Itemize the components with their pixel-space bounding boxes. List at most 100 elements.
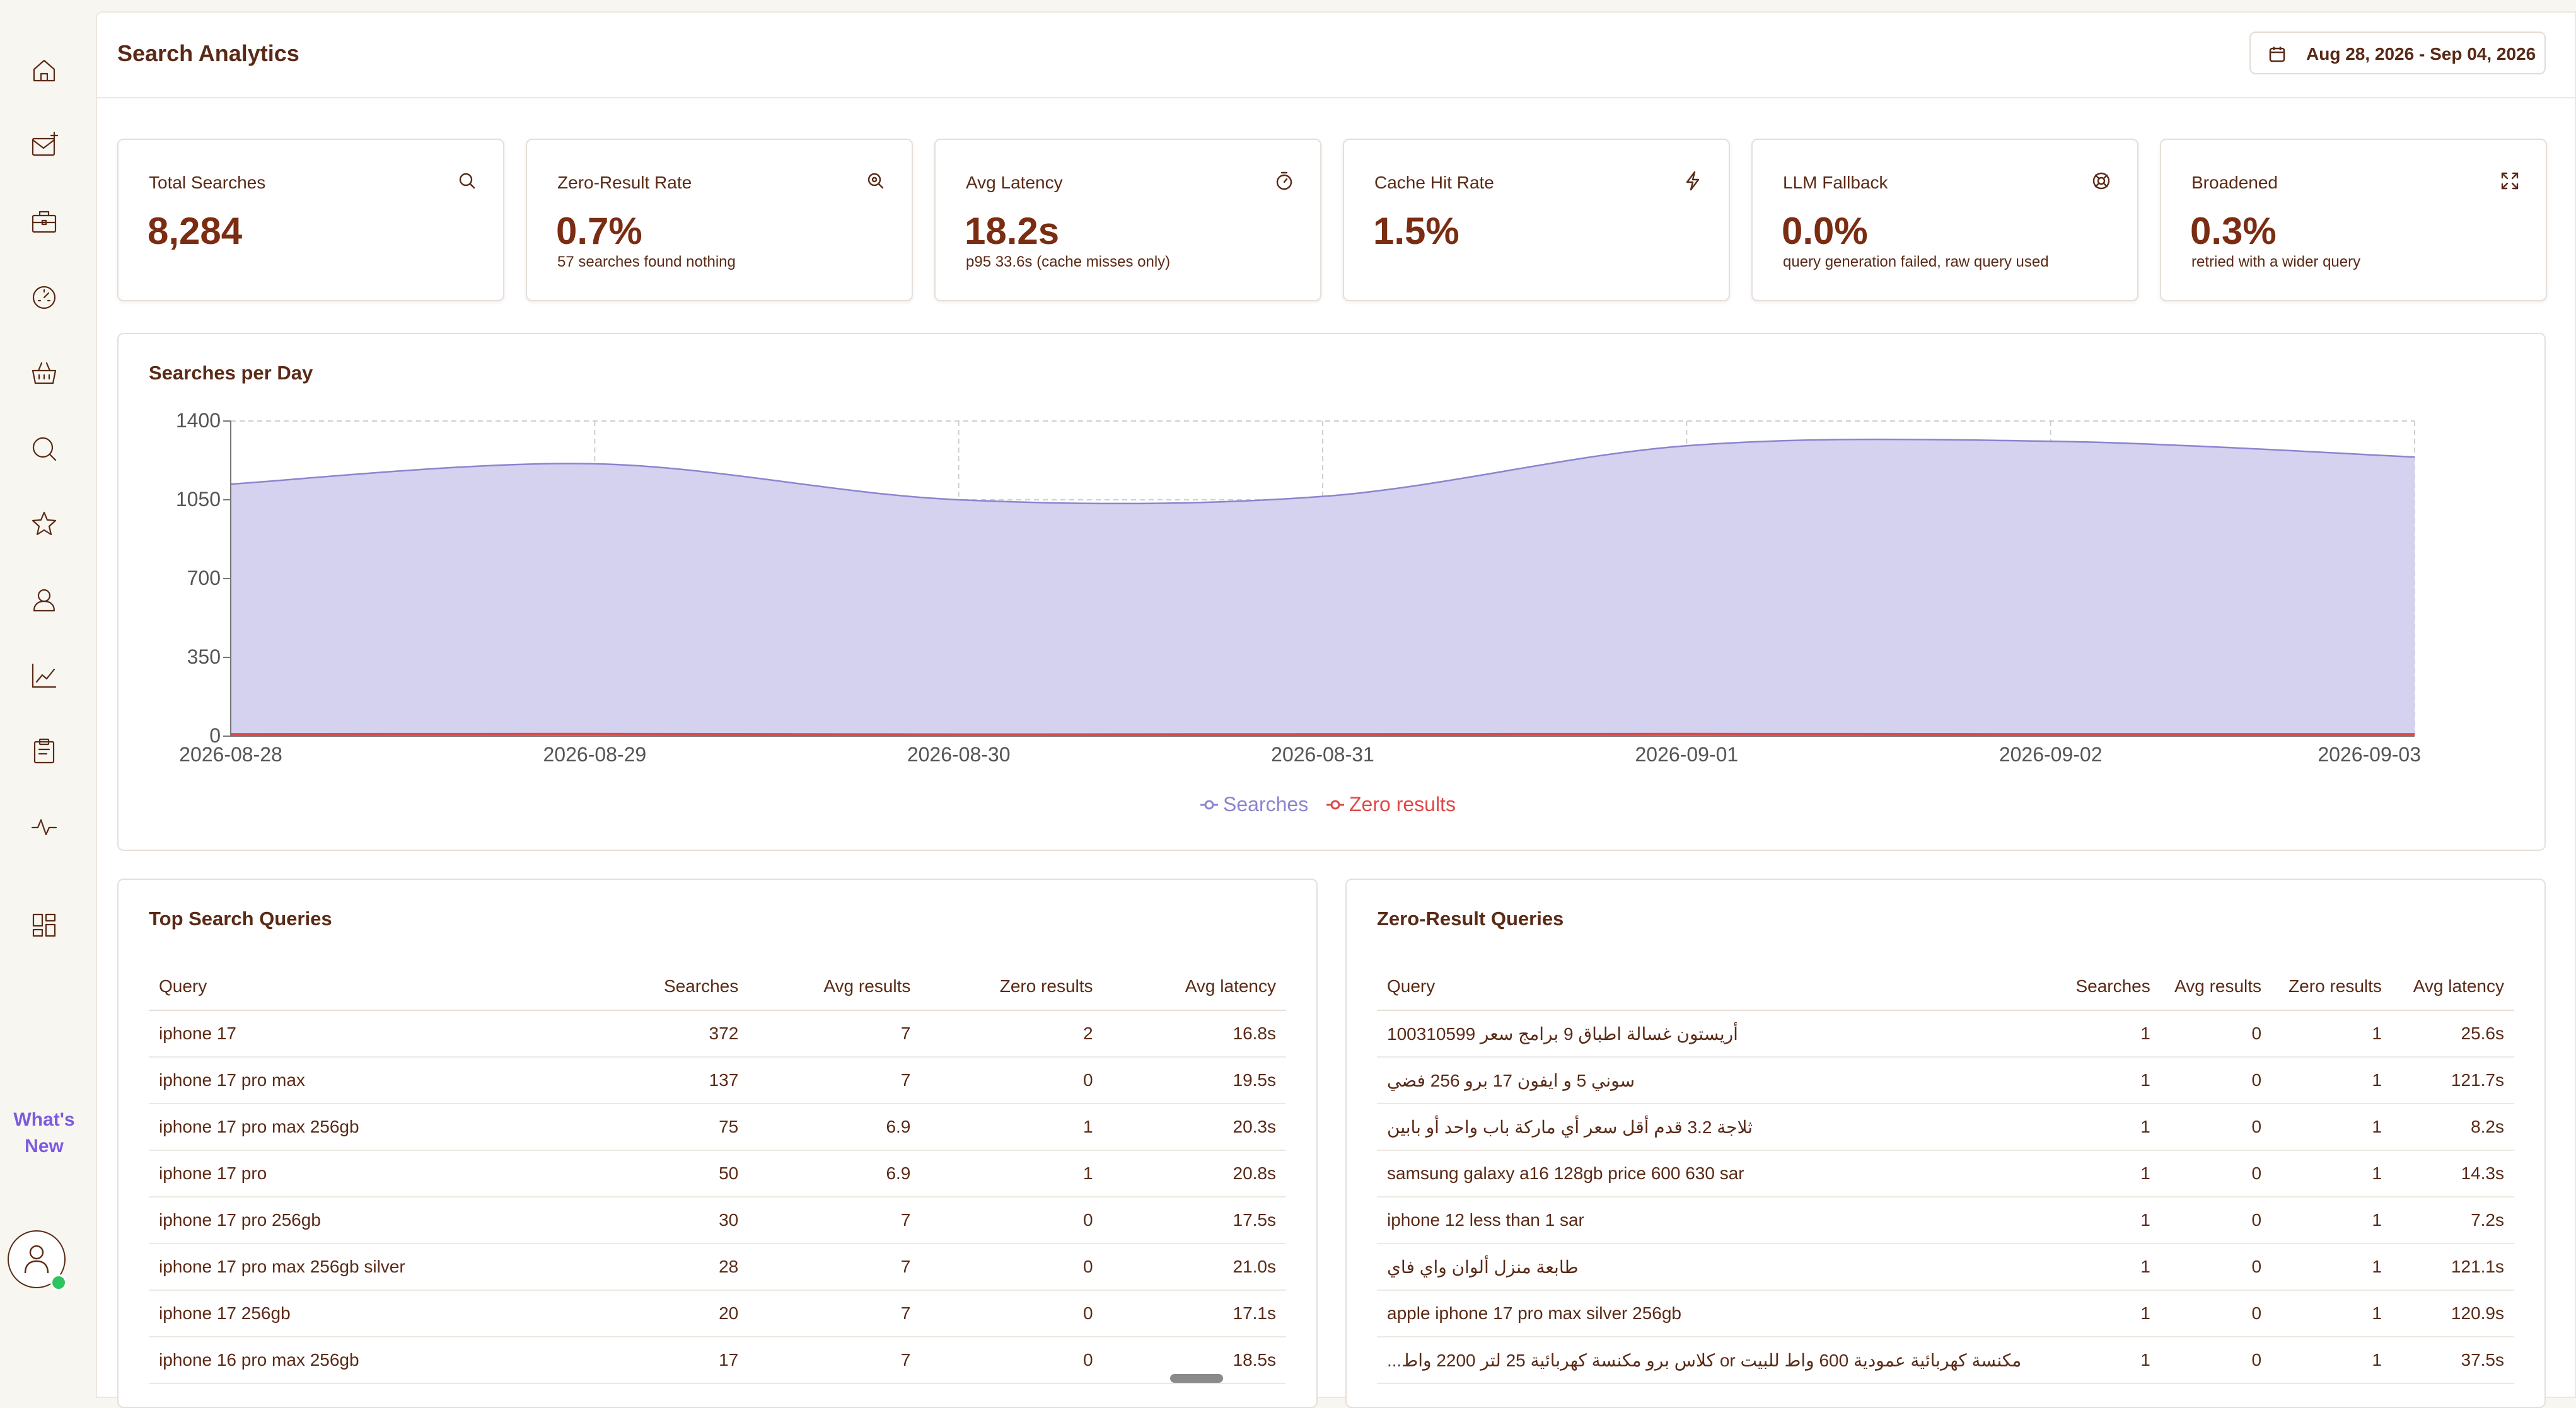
activity-icon[interactable]	[26, 809, 62, 845]
lightning-icon	[1682, 170, 1703, 192]
home-icon[interactable]	[26, 53, 62, 88]
value-cell: 8.2s	[2391, 1104, 2514, 1151]
value-cell: 20.3s	[1103, 1104, 1286, 1151]
clipboard-icon[interactable]	[26, 734, 62, 769]
table-row[interactable]: مكنسة كهربائية عمودية 600 واط للبيت or ك…	[1377, 1337, 2514, 1384]
column-header[interactable]: Avg results	[748, 963, 921, 1011]
kpi-subtext: 57 searches found nothing	[557, 253, 736, 270]
value-cell: 14.3s	[2391, 1150, 2514, 1197]
kpi-value: 0.0%	[1782, 210, 1868, 252]
whats-new-link[interactable]: What's New	[5, 1107, 83, 1160]
series-line-0	[230, 438, 2415, 505]
column-header[interactable]: Avg latency	[2391, 963, 2514, 1011]
table-row[interactable]: iphone 17 pro 50 6.9 1 20.8s	[149, 1150, 1286, 1197]
query-cell: iphone 17	[149, 1010, 572, 1058]
kpi-card-broadened: Broadened 0.3% retried with a wider quer…	[2160, 139, 2547, 301]
value-cell: 372	[572, 1010, 749, 1058]
value-cell: 1	[2271, 1057, 2392, 1104]
table-row[interactable]: iphone 17 pro 256gb 30 7 0 17.5s	[149, 1197, 1286, 1244]
query-cell: iphone 17 256gb	[149, 1290, 572, 1337]
table-row[interactable]: samsung galaxy a16 128gb price 600 630 s…	[1377, 1150, 2514, 1197]
column-header[interactable]: Avg results	[2160, 963, 2272, 1011]
series-area-0	[231, 439, 2415, 736]
table-row[interactable]: طابعة منزل ألوان واي فاي 1 0 1 121.1s	[1377, 1244, 2514, 1291]
value-cell: 6.9	[748, 1150, 921, 1197]
column-header[interactable]: Avg latency	[1103, 963, 1286, 1011]
value-cell: 0	[920, 1244, 1103, 1291]
value-cell: 1	[2031, 1244, 2161, 1291]
table-row[interactable]: iphone 12 less than 1 sar 1 0 1 7.2s	[1377, 1197, 2514, 1244]
speedometer-icon[interactable]	[26, 280, 62, 315]
kpi-label: Broadened	[2191, 173, 2278, 192]
searches-per-day-chart: 0 350 700 1050 1400 2026-08-28 2026-08-29 2026-…	[176, 409, 2421, 816]
online-status-dot	[50, 1274, 67, 1291]
kpi-card-llm-fallback: LLM Fallback 0.0% query generation faile…	[1751, 139, 2138, 301]
table-row[interactable]: iphone 17 pro max 256gb silver 28 7 0 21.0s	[149, 1244, 1286, 1291]
y-tick-label: 700	[187, 567, 221, 589]
column-header[interactable]: Query	[1377, 963, 2032, 1011]
table-row[interactable]: أريستون غسالة اطباق 9 برامج سعر 10031059…	[1377, 1010, 2514, 1058]
table-row[interactable]: iphone 17 256gb 20 7 0 17.1s	[149, 1290, 1286, 1337]
kpi-label: Avg Latency	[966, 173, 1063, 192]
mail-icon[interactable]	[26, 129, 62, 164]
star-icon[interactable]	[26, 507, 62, 542]
main-panel: Search Analytics Aug 28, 2026 - Sep 04, …	[96, 11, 2576, 1408]
calendar-icon	[2269, 47, 2285, 62]
value-cell: 1	[2271, 1290, 2392, 1337]
trend-chart-icon[interactable]	[26, 658, 62, 693]
value-cell: 137	[572, 1057, 749, 1104]
query-cell: iphone 17 pro max 256gb	[149, 1104, 572, 1151]
column-header[interactable]: Query	[149, 963, 572, 1011]
table-row[interactable]: apple iphone 17 pro max silver 256gb 1 0 1 1…	[1377, 1290, 2514, 1337]
value-cell: 1	[2031, 1010, 2161, 1058]
table-row[interactable]: سوني 5 و ايفون 17 برو 256 فضي 1 0 1 121.7s	[1377, 1057, 2514, 1104]
kpi-card-avg-latency: Avg Latency 18.2s p95 33.6s (cache misse…	[934, 139, 1321, 301]
query-cell: iphone 17 pro 256gb	[149, 1197, 572, 1244]
value-cell: 1	[2031, 1104, 2161, 1151]
query-cell: أريستون غسالة اطباق 9 برامج سعر 10031059…	[1377, 1010, 2032, 1058]
value-cell: 0	[920, 1197, 1103, 1244]
chart-title: Searches per Day	[149, 362, 313, 384]
column-header[interactable]: Zero results	[2271, 963, 2392, 1011]
table-row[interactable]: iphone 17 pro max 256gb 75 6.9 1 20.3s	[149, 1104, 1286, 1151]
value-cell: 25.6s	[2391, 1010, 2514, 1058]
value-cell: 121.1s	[2391, 1244, 2514, 1291]
value-cell: 1	[2031, 1150, 2161, 1197]
kpi-value: 18.2s	[965, 210, 1060, 252]
value-cell: 0	[2160, 1010, 2272, 1058]
scrollbar-thumb[interactable]	[1170, 1374, 1223, 1383]
kpi-subtext: retried with a wider query	[2191, 253, 2361, 270]
x-tick-label: 2026-08-28	[179, 743, 282, 766]
legend-swatch-marker	[1330, 800, 1340, 810]
table-row[interactable]: iphone 17 372 7 2 16.8s	[149, 1010, 1286, 1058]
briefcase-icon[interactable]	[26, 204, 62, 239]
x-tick-label: 2026-08-31	[1271, 743, 1374, 766]
value-cell: 7	[748, 1290, 921, 1337]
column-header[interactable]: Searches	[572, 963, 749, 1011]
value-cell: 19.5s	[1103, 1057, 1286, 1104]
person-icon[interactable]	[26, 582, 62, 618]
lifebuoy-icon	[2091, 170, 2112, 192]
column-header[interactable]: Zero results	[920, 963, 1103, 1011]
search-icon[interactable]	[26, 431, 62, 466]
kpi-label: Zero-Result Rate	[557, 173, 692, 192]
value-cell: 0	[2160, 1337, 2272, 1384]
table-row[interactable]: iphone 17 pro max 137 7 0 19.5s	[149, 1057, 1286, 1104]
column-header[interactable]: Searches	[2031, 963, 2161, 1011]
value-cell: 20.8s	[1103, 1150, 1286, 1197]
y-tick-label: 350	[187, 645, 221, 668]
basket-icon[interactable]	[26, 355, 62, 391]
date-range-picker[interactable]: Aug 28, 2026 - Sep 04, 2026	[2249, 32, 2546, 74]
value-cell: 1	[920, 1150, 1103, 1197]
table-row[interactable]: iphone 16 pro max 256gb 17 7 0 18.5s	[149, 1337, 1286, 1384]
value-cell: 6.9	[748, 1104, 921, 1151]
whats-new-line2: New	[25, 1136, 64, 1157]
table-row[interactable]: ثلاجة 3.2 قدم أقل سعر أي ماركة باب واحد …	[1377, 1104, 2514, 1151]
kpi-value: 0.7%	[556, 210, 642, 252]
value-cell: 7	[748, 1197, 921, 1244]
dashboard-icon[interactable]	[26, 908, 62, 943]
value-cell: 28	[572, 1244, 749, 1291]
sidebar: What's New	[0, 0, 88, 1390]
value-cell: 7	[748, 1337, 921, 1384]
y-tick-label: 1050	[176, 488, 221, 511]
